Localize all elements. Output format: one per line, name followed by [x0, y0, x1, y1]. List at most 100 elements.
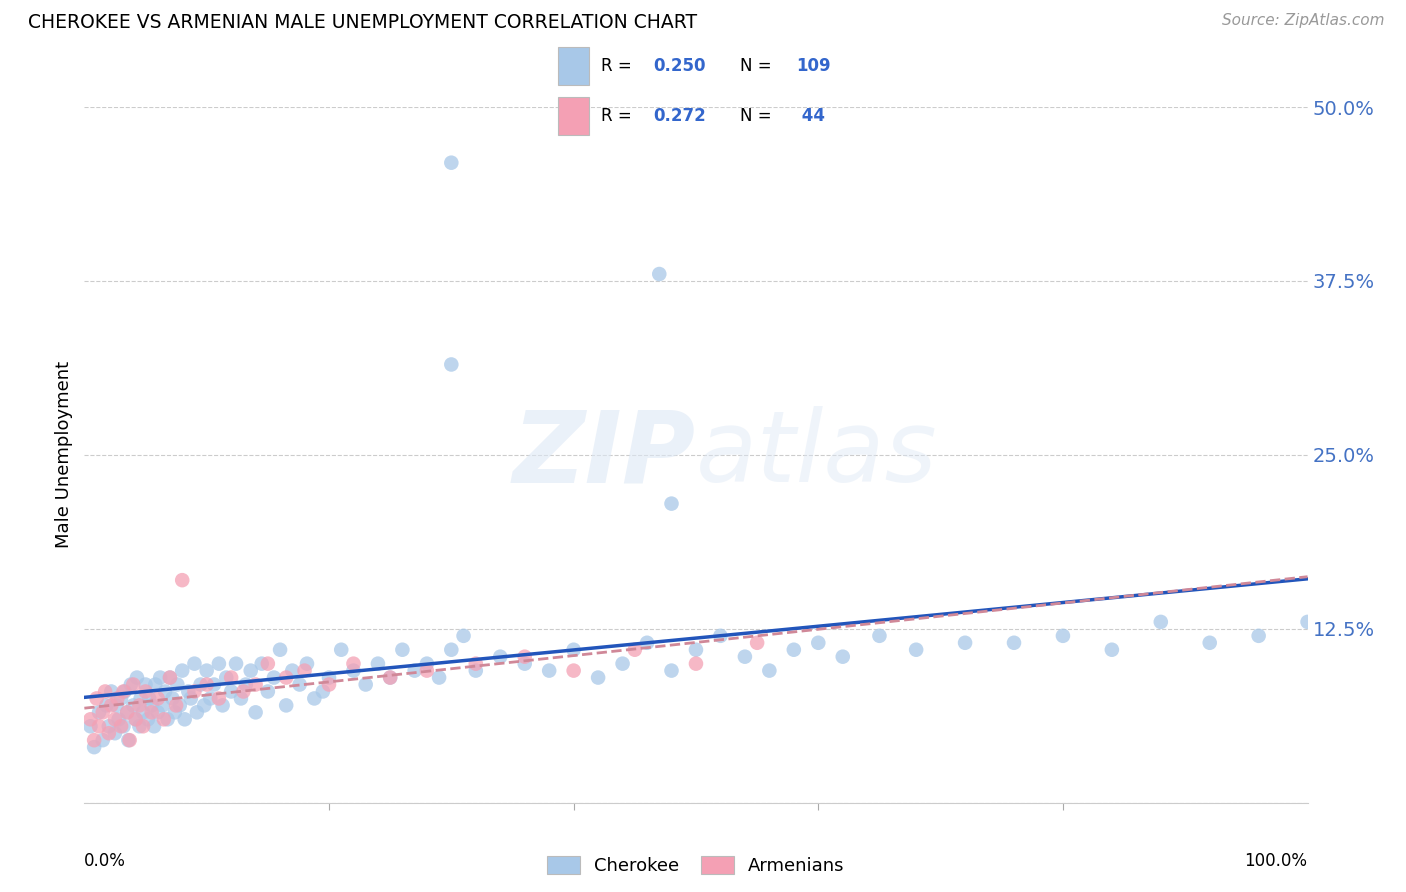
Point [172, 573, 194, 587]
Point [276, 698, 298, 713]
Point [807, 636, 830, 650]
Point [136, 712, 159, 726]
Point [783, 642, 806, 657]
Point [165, 698, 187, 713]
Point [257, 657, 280, 671]
Point [97, 726, 120, 740]
Point [416, 657, 439, 671]
Point [342, 664, 364, 678]
Point [1052, 629, 1074, 643]
Point [354, 677, 377, 691]
Point [648, 267, 671, 281]
Point [143, 677, 166, 691]
Point [245, 706, 267, 720]
Point [685, 642, 707, 657]
Point [79, 712, 101, 726]
Point [146, 706, 169, 720]
Point [115, 706, 138, 720]
Text: 0.0%: 0.0% [84, 852, 127, 870]
FancyBboxPatch shape [558, 96, 589, 135]
Point [257, 684, 280, 698]
Point [91, 733, 114, 747]
Point [153, 712, 176, 726]
Point [953, 636, 976, 650]
Point [869, 629, 891, 643]
Point [330, 642, 353, 657]
Point [169, 698, 191, 713]
Point [211, 698, 233, 713]
Point [636, 636, 658, 650]
Point [404, 664, 426, 678]
Text: 0.250: 0.250 [654, 57, 706, 75]
Point [125, 671, 148, 685]
Point [79, 719, 101, 733]
Point [180, 691, 202, 706]
Point [128, 719, 150, 733]
Point [380, 671, 402, 685]
Point [440, 155, 463, 169]
Point [104, 726, 127, 740]
Point [562, 664, 585, 678]
Point [239, 664, 262, 678]
Point [186, 706, 208, 720]
Point [143, 719, 166, 733]
Point [219, 684, 242, 698]
Point [263, 671, 285, 685]
Point [612, 657, 634, 671]
Point [112, 719, 135, 733]
Point [1247, 629, 1270, 643]
Point [138, 691, 160, 706]
Point [193, 698, 215, 713]
Point [905, 642, 928, 657]
Text: CHEROKEE VS ARMENIAN MALE UNEMPLOYMENT CORRELATION CHART: CHEROKEE VS ARMENIAN MALE UNEMPLOYMENT C… [28, 13, 697, 32]
Point [1101, 642, 1123, 657]
Point [105, 691, 128, 706]
Point [83, 740, 105, 755]
Point [318, 677, 340, 691]
Point [208, 657, 231, 671]
Point [661, 497, 683, 511]
Point [269, 642, 291, 657]
Point [195, 664, 218, 678]
Point [235, 677, 257, 691]
Text: R =: R = [600, 57, 637, 75]
Point [129, 691, 152, 706]
Text: ZIP: ZIP [513, 407, 696, 503]
Point [312, 684, 335, 698]
Point [440, 358, 463, 372]
Point [156, 712, 179, 726]
Point [225, 657, 247, 671]
Point [104, 712, 127, 726]
Point [173, 712, 195, 726]
Point [513, 657, 536, 671]
Point [1002, 636, 1025, 650]
Point [489, 649, 512, 664]
Y-axis label: Male Unemployment: Male Unemployment [55, 361, 73, 549]
Point [97, 719, 120, 733]
Text: 109: 109 [796, 57, 831, 75]
Point [831, 649, 853, 664]
Text: 0.272: 0.272 [654, 106, 706, 125]
Point [163, 706, 186, 720]
Point [709, 629, 731, 643]
Point [464, 664, 486, 678]
Point [128, 698, 150, 713]
Point [132, 706, 155, 720]
Point [586, 671, 609, 685]
Point [117, 733, 139, 747]
Point [304, 691, 326, 706]
Text: atlas: atlas [696, 407, 938, 503]
Point [135, 677, 157, 691]
Point [190, 677, 212, 691]
Point [149, 671, 172, 685]
Point [152, 698, 174, 713]
Point [100, 698, 122, 713]
Point [120, 677, 142, 691]
Text: Source: ZipAtlas.com: Source: ZipAtlas.com [1222, 13, 1385, 29]
Point [87, 719, 110, 733]
Text: N =: N = [740, 57, 778, 75]
Point [105, 698, 128, 713]
Point [125, 712, 148, 726]
Point [183, 684, 205, 698]
Point [276, 671, 298, 685]
